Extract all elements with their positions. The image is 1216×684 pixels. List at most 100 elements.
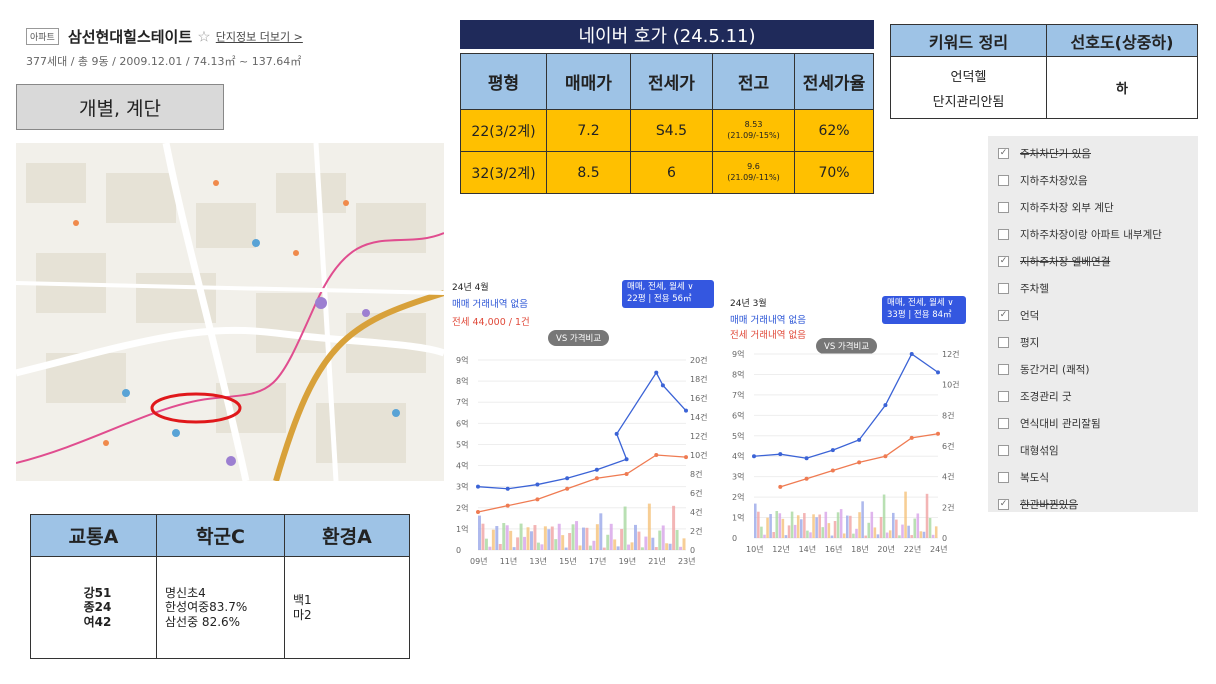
x-tick-label: 12년 xyxy=(772,544,790,554)
volume-bar xyxy=(512,547,516,550)
series-point xyxy=(936,370,940,375)
volume-bar xyxy=(613,539,617,550)
series-point xyxy=(535,497,540,502)
volume-bar xyxy=(793,524,797,538)
y2-tick-label: 14건 xyxy=(690,412,708,422)
complex-info-more-link[interactable]: 단지정보 더보기 > xyxy=(215,30,303,44)
checklist-item[interactable]: ✓ 한관바뀐있음 xyxy=(998,491,1188,518)
volume-bar xyxy=(481,523,485,550)
y2-tick-label: 0 xyxy=(942,534,947,543)
checked-checkbox[interactable]: ✓ xyxy=(998,148,1009,159)
chart-plot-left: 9억 8억 7억 6억 5억 4억 3억 2억 1억 0 20건 18건 16건 14건 12건 10건 8건 6… xyxy=(456,355,708,566)
series-point xyxy=(654,453,659,457)
series-point xyxy=(565,476,570,481)
checklist-item[interactable]: 지하주차장이랑 아파트 내부계단 xyxy=(998,221,1188,248)
volume-bar xyxy=(554,539,558,550)
checklist-item[interactable]: 지하주차장있음 xyxy=(998,167,1188,194)
favorite-star-icon[interactable]: ☆ xyxy=(197,27,211,46)
volume-bar xyxy=(484,538,488,550)
volume-bar xyxy=(588,545,592,550)
compare-button[interactable]: VS 가격비교 xyxy=(816,338,878,354)
size-cell: 22(3/2계) xyxy=(460,109,547,152)
volume-bar xyxy=(907,525,910,538)
checkbox[interactable] xyxy=(998,229,1009,240)
y-tick-label: 5억 xyxy=(456,439,468,449)
checked-checkbox[interactable]: ✓ xyxy=(998,256,1009,267)
volume-bar xyxy=(925,493,929,538)
checklist-item[interactable]: 동간거리 (쾌적) xyxy=(998,356,1188,383)
checklist-label: 지하주차장 외부 계단 xyxy=(1020,202,1114,214)
volume-bar xyxy=(658,530,662,550)
checkbox[interactable] xyxy=(998,175,1009,186)
size-label: 33평 | 전용 84㎡ xyxy=(887,309,952,320)
volume-bar xyxy=(609,523,613,550)
x-tick-label: 16년 xyxy=(825,544,843,554)
volume-bar xyxy=(602,547,606,550)
checkbox[interactable] xyxy=(998,445,1009,456)
volume-bar xyxy=(488,546,492,550)
checkbox[interactable] xyxy=(998,418,1009,429)
sale-status: 매매 거래내역 없음 xyxy=(452,299,528,310)
trade-type-label: 매매, 전세, 월세 ∨ xyxy=(627,282,694,292)
checkbox[interactable] xyxy=(998,202,1009,213)
checkbox[interactable] xyxy=(998,472,1009,483)
y2-tick-label: 16건 xyxy=(690,393,708,403)
checkbox[interactable] xyxy=(998,391,1009,402)
y-tick-label: 9억 xyxy=(456,355,468,365)
x-tick-label: 24년 xyxy=(930,544,948,554)
y-tick-label: 4억 xyxy=(732,451,744,461)
trade-type-dropdown[interactable]: 매매, 전세, 월세 ∨ 22평 | 전용 56㎡ xyxy=(622,280,714,308)
school-line: 삼선중 82.6% xyxy=(165,614,241,629)
series-point xyxy=(614,431,619,436)
y-tick-label: 4억 xyxy=(456,461,468,471)
preference-cell: 하 xyxy=(1046,56,1198,119)
volume-bar xyxy=(675,529,679,550)
checklist-item[interactable]: 지하주차장 외부 계단 xyxy=(998,194,1188,221)
volume-bar xyxy=(478,515,481,550)
checked-checkbox[interactable]: ✓ xyxy=(998,310,1009,321)
checklist-item[interactable]: 복도식 xyxy=(998,464,1188,491)
checked-checkbox[interactable]: ✓ xyxy=(998,499,1009,510)
size-cell: 32(3/2계) xyxy=(460,151,547,194)
volume-bar xyxy=(888,530,892,538)
trade-type-label: 매매, 전세, 월세 ∨ xyxy=(887,298,954,308)
volume-bar xyxy=(627,544,631,550)
checklist-item[interactable]: 연식대비 관리잘됨 xyxy=(998,410,1188,437)
keyword-item: 언덕헬 xyxy=(950,69,987,85)
checklist-item[interactable]: 주차헬 xyxy=(998,275,1188,302)
chart-month: 24년 4월 xyxy=(452,283,489,293)
checklist-label: 복도식 xyxy=(1020,472,1049,484)
series-line xyxy=(477,371,687,490)
volume-bar xyxy=(568,533,572,550)
high-value: 8.53 xyxy=(744,120,763,130)
checkbox[interactable] xyxy=(998,364,1009,375)
compare-button[interactable]: VS 가격비교 xyxy=(548,330,610,346)
checklist-item[interactable]: 조경관리 굿 xyxy=(998,383,1188,410)
volume-bar xyxy=(873,527,877,538)
volume-bar xyxy=(623,506,627,550)
volume-bar xyxy=(630,542,634,550)
environment-cell: 백1 마2 xyxy=(284,556,410,659)
checklist-label: 연식대비 관리잘됨 xyxy=(1020,418,1101,430)
y2-tick-label: 8건 xyxy=(690,469,702,479)
apartment-header: 아파트 삼선현대힐스테이트 ☆ 단지정보 더보기 > 377세대 / 총 9동 … xyxy=(26,26,446,69)
volume-bar xyxy=(821,527,825,538)
volume-bar xyxy=(637,531,641,550)
volume-bar xyxy=(592,540,596,550)
checkbox[interactable] xyxy=(998,337,1009,348)
y-tick-label: 8억 xyxy=(456,376,468,386)
checklist-item[interactable]: ✓ 주차차단기 있음 xyxy=(998,140,1188,167)
series-point xyxy=(660,383,665,388)
col-sale: 매매가 xyxy=(546,53,631,110)
high-cell: 9.6 (21.09/-11%) xyxy=(712,151,795,194)
checkbox[interactable] xyxy=(998,283,1009,294)
checklist-item[interactable]: 대형섞임 xyxy=(998,437,1188,464)
trade-type-dropdown[interactable]: 매매, 전세, 월세 ∨ 33평 | 전용 84㎡ xyxy=(882,296,966,324)
volume-bar xyxy=(931,534,935,538)
location-map[interactable] xyxy=(16,143,444,481)
checklist-item[interactable]: 평지 xyxy=(998,329,1188,356)
checklist-item[interactable]: ✓ 언덕 xyxy=(998,302,1188,329)
checklist-item[interactable]: ✓ 지하주차장 엘베연결 xyxy=(998,248,1188,275)
volume-bar xyxy=(564,547,568,550)
